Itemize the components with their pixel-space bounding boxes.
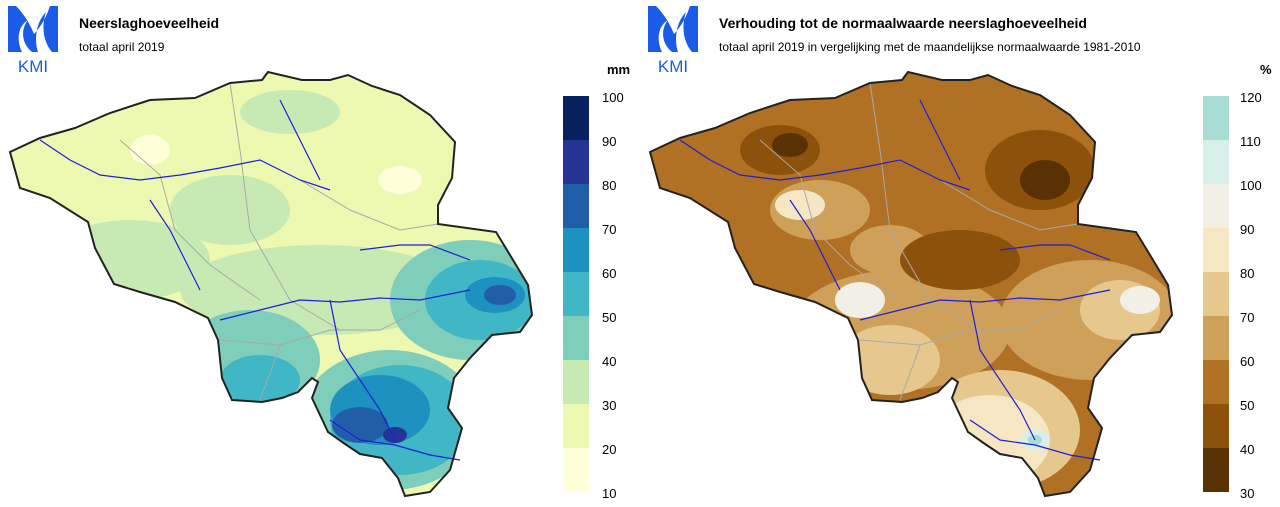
kmi-logo: KMI — [8, 6, 58, 74]
map-subtitle: totaal april 2019 — [79, 40, 165, 54]
legend-tick: 40 — [1240, 442, 1255, 457]
legend-swatch — [563, 272, 589, 316]
legend-tick: 30 — [602, 398, 617, 413]
legend-swatch — [1203, 404, 1229, 448]
legend-tick: 100 — [1240, 178, 1262, 193]
legend-tick: 100 — [602, 90, 624, 105]
map-subtitle: totaal april 2019 in vergelijking met de… — [719, 40, 1141, 54]
legend-swatch — [1203, 360, 1229, 404]
legend-tick: 90 — [602, 134, 617, 149]
kmi-logo: KMI — [648, 6, 698, 74]
legend-unit: % — [1260, 62, 1272, 77]
legend-tick: 40 — [602, 354, 617, 369]
legend-unit: mm — [607, 62, 631, 77]
legend-swatch — [563, 404, 589, 448]
legend-swatch — [1203, 96, 1229, 140]
legend-tick: 120 — [1240, 90, 1262, 105]
precipitation-ratio-panel: KMI Verhouding tot de normaalwaarde neer… — [640, 0, 1280, 507]
legend-swatch — [563, 316, 589, 360]
legend-swatch — [563, 140, 589, 184]
precipitation-total-panel: KMI Neerslaghoeveelheid totaal april 201… — [8, 6, 631, 501]
svg-text:KMI: KMI — [18, 57, 48, 74]
legend-tick: 50 — [1240, 398, 1255, 413]
legend-tick: 60 — [602, 266, 617, 281]
legend-tick: 50 — [602, 310, 617, 325]
map-title: Verhouding tot de normaalwaarde neerslag… — [719, 15, 1087, 31]
map-title: Neerslaghoeveelheid — [79, 15, 220, 31]
legend-swatch — [563, 228, 589, 272]
belgium-precipitation-map — [9, 71, 533, 497]
legend-tick: 10 — [602, 486, 617, 501]
legend-tick: 110 — [1240, 134, 1261, 149]
legend-tick: 60 — [1240, 354, 1255, 369]
legend-tick: 70 — [1240, 310, 1255, 325]
legend-tick: 20 — [602, 442, 617, 457]
legend-swatch — [563, 448, 589, 492]
legend-tick: 80 — [1240, 266, 1255, 281]
legend-swatch — [563, 96, 589, 140]
legend-tick: 70 — [602, 222, 617, 237]
ratio-legend — [1203, 96, 1229, 492]
legend-swatch — [1203, 140, 1229, 184]
precipitation-legend — [563, 96, 589, 492]
legend-tick: 90 — [1240, 222, 1255, 237]
legend-swatch — [1203, 272, 1229, 316]
legend-swatch — [1203, 184, 1229, 228]
legend-swatch — [1203, 448, 1229, 492]
svg-text:KMI: KMI — [658, 57, 688, 74]
legend-tick: 80 — [602, 178, 617, 193]
belgium-ratio-map — [649, 71, 1173, 497]
legend-swatch — [563, 184, 589, 228]
legend-swatch — [1203, 316, 1229, 360]
legend-tick: 30 — [1240, 486, 1255, 501]
legend-swatch — [1203, 228, 1229, 272]
legend-swatch — [563, 360, 589, 404]
